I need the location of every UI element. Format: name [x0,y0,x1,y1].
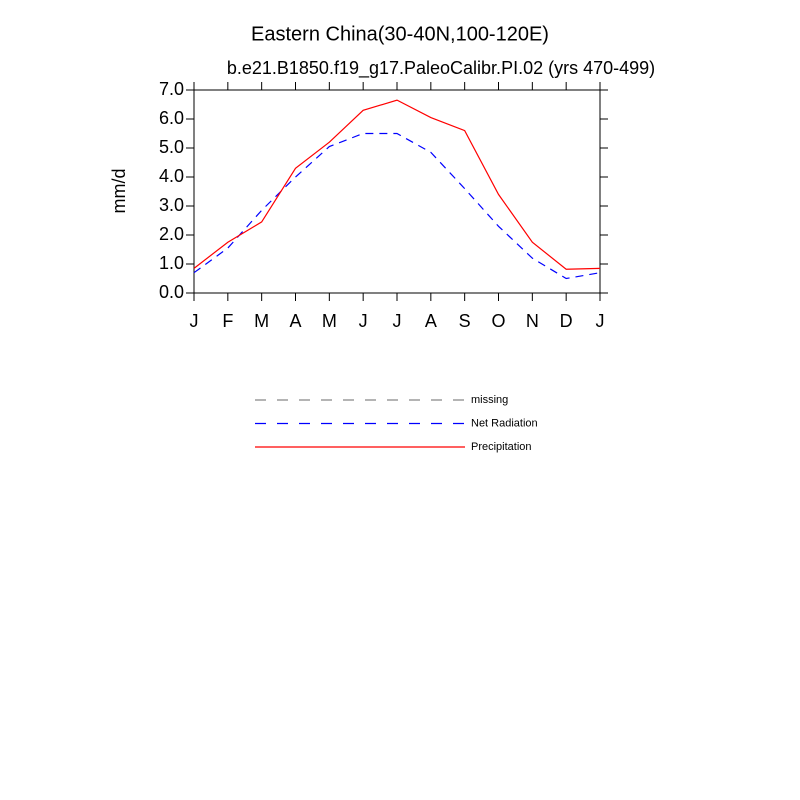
legend-label: missing [471,394,508,406]
x-tick-label: A [425,311,437,331]
x-tick-label: N [526,311,539,331]
y-tick-label: 4.0 [159,166,184,186]
y-tick-label: 1.0 [159,253,184,273]
legend-label: Precipitation [471,441,532,453]
series-line [193,132,601,280]
y-tick-label: 0.0 [159,282,184,302]
legend-label: Net Radiation [471,417,538,429]
chart-subtitle: b.e21.B1850.f19_g17.PaleoCalibr.PI.02 (y… [227,58,655,79]
series-line [193,99,601,270]
y-tick-label: 5.0 [159,137,184,157]
x-tick-label: S [459,311,471,331]
x-tick-label: J [596,311,605,331]
x-tick-label: O [491,311,505,331]
x-tick-label: M [254,311,269,331]
y-axis-label: mm/d [109,169,129,214]
y-tick-label: 2.0 [159,224,184,244]
chart-title: Eastern China(30-40N,100-120E) [251,23,549,45]
y-tick-label: 6.0 [159,108,184,128]
x-tick-label: J [393,311,402,331]
x-tick-label: J [359,311,368,331]
x-tick-label: J [190,311,199,331]
x-tick-label: F [222,311,233,331]
x-tick-label: M [322,311,337,331]
y-tick-label: 3.0 [159,195,184,215]
x-tick-label: D [560,311,573,331]
y-tick-label: 7.0 [159,79,184,99]
x-tick-label: A [289,311,301,331]
